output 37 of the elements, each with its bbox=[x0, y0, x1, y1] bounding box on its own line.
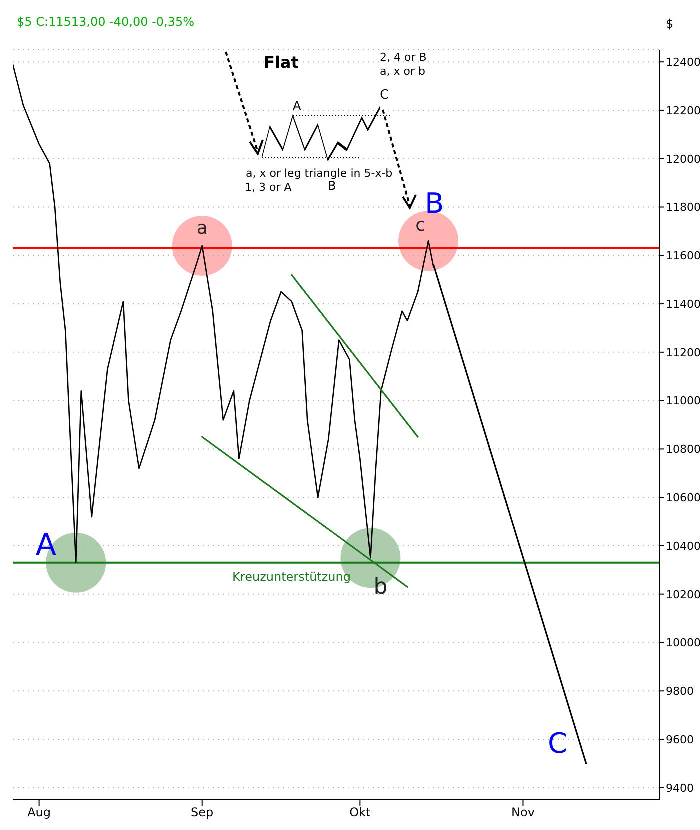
x-tick-label: Aug bbox=[28, 806, 52, 820]
y-tick-label: 12200 bbox=[666, 104, 700, 118]
annotation: C bbox=[548, 727, 568, 760]
annotation: a, x or leg triangle in 5-x-b bbox=[246, 167, 393, 180]
annotation: a bbox=[196, 218, 208, 239]
x-tick-label: Nov bbox=[512, 806, 535, 820]
annotation: 1, 3 or A bbox=[245, 181, 292, 194]
y-tick-label: 11400 bbox=[666, 298, 700, 311]
chart-title: $5 C:11513,00 -40,00 -0,35% bbox=[17, 15, 195, 29]
annotation: A bbox=[293, 99, 302, 113]
y-tick-label: 9600 bbox=[666, 733, 694, 746]
annotation: b bbox=[374, 575, 388, 600]
annotation: Kreuzunterstützung bbox=[232, 570, 352, 584]
y-tick-label: 10400 bbox=[666, 540, 700, 553]
y-tick-label: 10600 bbox=[666, 491, 700, 504]
y-tick-label: 9400 bbox=[666, 782, 694, 795]
annotation: a, x or b bbox=[380, 65, 426, 78]
annotation: Flat bbox=[264, 53, 300, 72]
y-tick-label: 11800 bbox=[666, 201, 700, 214]
annotation: C bbox=[380, 88, 390, 103]
y-tick-label: 11200 bbox=[666, 346, 700, 360]
annotation: c bbox=[416, 215, 426, 236]
y-tick-label: 11000 bbox=[666, 394, 700, 408]
y-tick-label: 10800 bbox=[666, 443, 700, 456]
y-tick-label: 10200 bbox=[666, 588, 700, 602]
y-tick-label: 12000 bbox=[666, 152, 700, 166]
x-tick-label: Sep bbox=[191, 806, 214, 820]
y-axis-title: $ bbox=[666, 17, 674, 31]
annotation: A bbox=[36, 528, 57, 563]
x-tick-label: Okt bbox=[350, 806, 372, 820]
annotation: B bbox=[328, 179, 336, 193]
y-tick-label: 10000 bbox=[666, 636, 700, 650]
annotation: 2, 4 or B bbox=[380, 51, 427, 64]
y-tick-label: 11600 bbox=[666, 250, 700, 263]
y-tick-label: 9800 bbox=[666, 685, 694, 698]
y-tick-label: 12400 bbox=[666, 56, 700, 69]
annotation: B bbox=[424, 187, 444, 220]
